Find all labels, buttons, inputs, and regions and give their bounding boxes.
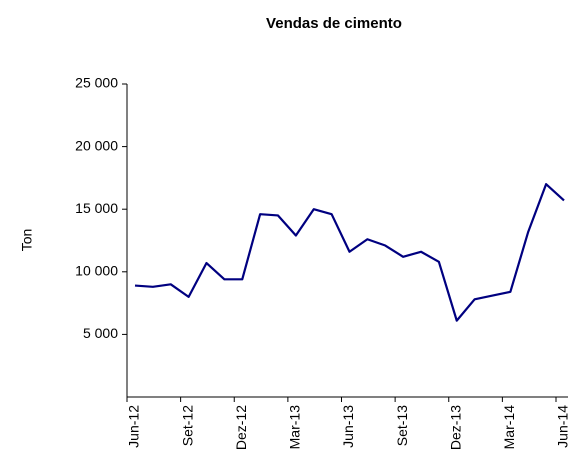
x-tick-label: Jun-14 bbox=[555, 405, 571, 448]
x-tick-label: Dez-13 bbox=[447, 405, 463, 450]
x-tick-label: Jun-13 bbox=[340, 405, 356, 448]
line-series bbox=[134, 183, 565, 322]
chart-title: Vendas de cimento bbox=[266, 15, 402, 32]
y-tick-label: 15 000 bbox=[75, 200, 118, 216]
x-tick-label: Mar-14 bbox=[501, 405, 517, 450]
x-tick-label: Set-13 bbox=[394, 405, 410, 446]
x-tick-label: Jun-12 bbox=[126, 405, 142, 448]
x-tick-label: Mar-13 bbox=[287, 405, 303, 450]
y-tick-label: 10 000 bbox=[75, 263, 118, 279]
x-tick-label: Dez-12 bbox=[233, 405, 249, 450]
y-tick-label: 25 000 bbox=[75, 75, 118, 91]
y-axis-label: Ton bbox=[19, 229, 35, 252]
y-tick-label: 5 000 bbox=[83, 325, 118, 341]
y-tick-label: 20 000 bbox=[75, 137, 118, 153]
x-tick-label: Set-12 bbox=[179, 405, 195, 446]
